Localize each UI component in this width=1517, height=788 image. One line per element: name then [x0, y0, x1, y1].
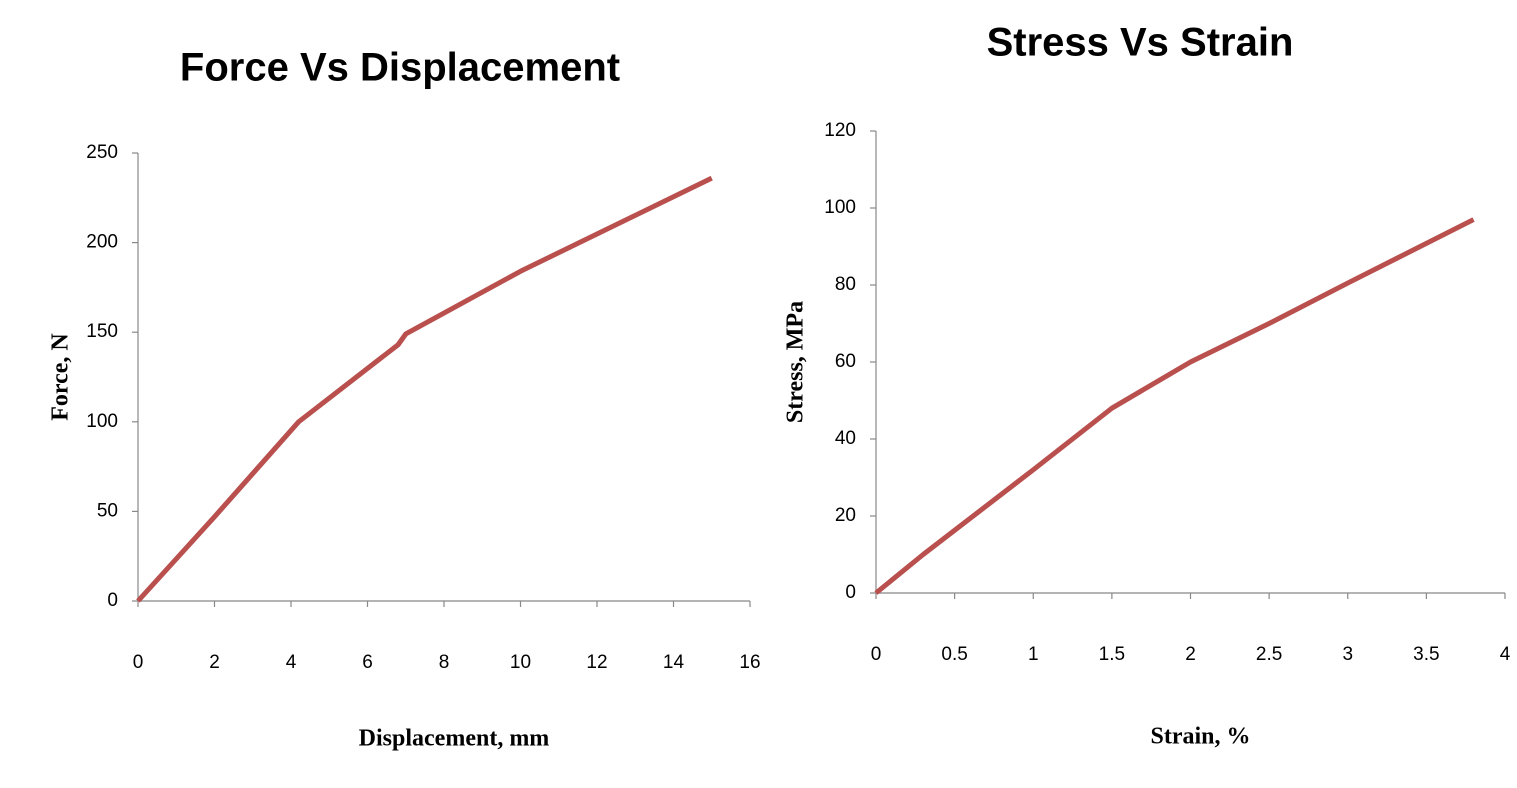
- y-tick-label: 100: [86, 411, 118, 432]
- y-tick-label: 200: [86, 232, 118, 253]
- x-tick-label: 3: [1342, 644, 1353, 665]
- x-axis-label: Displacement, mm: [359, 726, 550, 752]
- x-tick-label: 1: [1028, 644, 1039, 665]
- x-tick-label: 14: [663, 652, 685, 673]
- y-tick-label: 80: [835, 274, 856, 295]
- x-tick-label: 8: [439, 652, 450, 673]
- x-tick-label: 12: [586, 652, 607, 673]
- chart-title: Stress Vs Strain: [987, 21, 1294, 65]
- y-tick-label: 0: [107, 590, 118, 611]
- y-tick-label: 250: [86, 142, 118, 163]
- chart-title: Force Vs Displacement: [180, 46, 620, 90]
- x-tick-label: 3.5: [1413, 644, 1439, 665]
- x-tick-label: 2: [1185, 644, 1196, 665]
- data-line: [136, 175, 713, 603]
- x-tick-label: 0: [133, 652, 144, 673]
- y-tick-label: 60: [835, 351, 856, 372]
- y-axis-label: Stress, MPa: [783, 301, 809, 423]
- y-tick-label: 40: [835, 428, 856, 449]
- y-tick-label: 50: [97, 500, 118, 521]
- x-tick-label: 0.5: [941, 644, 967, 665]
- x-tick-label: 16: [739, 652, 760, 673]
- y-tick-label: 0: [845, 582, 856, 603]
- x-axis-label: Strain, %: [1150, 724, 1250, 750]
- x-tick-label: 2.5: [1256, 644, 1282, 665]
- y-tick-label: 150: [86, 321, 118, 342]
- x-tick-label: 0: [871, 644, 882, 665]
- x-tick-label: 1.5: [1099, 644, 1125, 665]
- x-tick-label: 10: [510, 652, 531, 673]
- data-line: [874, 217, 1475, 595]
- x-tick-label: 4: [286, 652, 297, 673]
- x-tick-label: 6: [362, 652, 373, 673]
- y-axis-label: Force, N: [48, 333, 74, 421]
- y-tick-label: 120: [824, 120, 856, 141]
- x-tick-label: 4: [1500, 644, 1511, 665]
- y-tick-label: 20: [835, 505, 856, 526]
- x-tick-label: 2: [209, 652, 220, 673]
- y-tick-label: 100: [824, 197, 856, 218]
